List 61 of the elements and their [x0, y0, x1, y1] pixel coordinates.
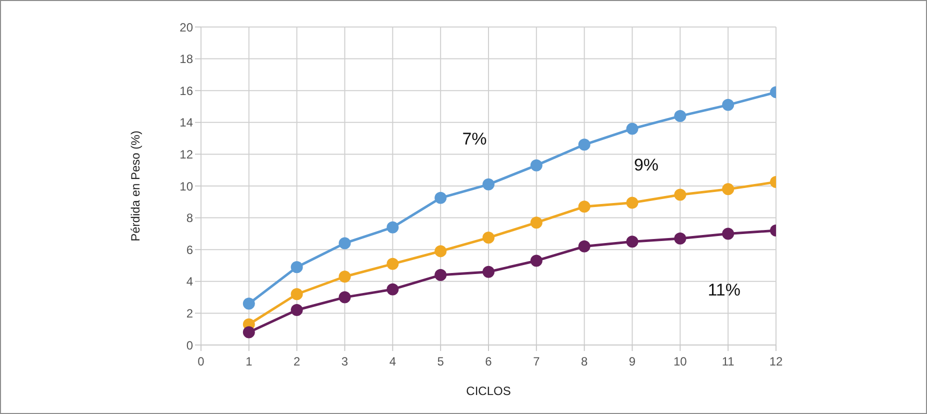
point — [290, 288, 303, 300]
y-tick-label: 4 — [186, 274, 194, 289]
x-tick-label: 2 — [293, 354, 300, 369]
x-tick-label: 9 — [628, 354, 636, 369]
x-tick-label: 0 — [198, 354, 205, 369]
y-tick-label: 12 — [180, 147, 194, 162]
point — [338, 237, 351, 250]
y-tick-label: 0 — [186, 338, 194, 352]
point — [242, 298, 255, 310]
x-tick-label: 5 — [437, 354, 444, 369]
point — [290, 304, 303, 316]
point — [482, 178, 494, 190]
point — [722, 98, 734, 111]
series-label: 7% — [462, 129, 487, 148]
point — [338, 270, 351, 283]
x-tick-label: 1 — [246, 354, 253, 369]
x-axis-title: CICLOS — [466, 384, 511, 398]
point — [530, 159, 542, 172]
y-tick-label: 20 — [180, 20, 194, 34]
y-tick-label: 6 — [186, 242, 194, 257]
point — [674, 110, 686, 122]
point — [674, 232, 686, 244]
point — [290, 261, 303, 274]
point — [386, 221, 399, 234]
x-tick-label: 10 — [673, 354, 688, 369]
point — [626, 122, 638, 135]
point — [242, 326, 255, 338]
point — [482, 232, 494, 244]
point — [578, 138, 590, 151]
y-tick-label: 10 — [180, 179, 194, 194]
point — [578, 240, 590, 252]
point — [626, 236, 638, 248]
text: 11% — [708, 280, 740, 300]
point — [434, 245, 447, 258]
point — [530, 216, 542, 229]
x-tick-label: 6 — [485, 354, 492, 369]
y-tick-label: 14 — [180, 116, 194, 130]
x-tick-label: 12 — [769, 354, 783, 369]
point — [626, 196, 638, 209]
point — [338, 291, 351, 304]
x-tick-label: 11 — [722, 354, 735, 369]
y-tick-label: 8 — [186, 211, 194, 226]
point — [434, 192, 447, 204]
point — [722, 228, 734, 240]
x-tick-label: 7 — [533, 354, 540, 369]
point — [434, 269, 447, 282]
point — [482, 266, 494, 278]
y-axis-title: Pérdida en Peso (%) — [128, 130, 142, 242]
series-label: 9% — [634, 156, 659, 175]
point — [578, 200, 590, 213]
y-tick-label: 16 — [180, 84, 194, 98]
x-tick-label: 8 — [580, 354, 588, 369]
point — [386, 283, 399, 296]
point — [674, 188, 686, 201]
x-tick-label: 4 — [389, 354, 396, 369]
y-tick-label: 18 — [180, 52, 194, 66]
x-tick-label: 3 — [341, 354, 348, 369]
point — [722, 183, 734, 196]
point — [530, 254, 542, 267]
point — [386, 258, 399, 270]
y-tick-label: 2 — [186, 306, 194, 320]
